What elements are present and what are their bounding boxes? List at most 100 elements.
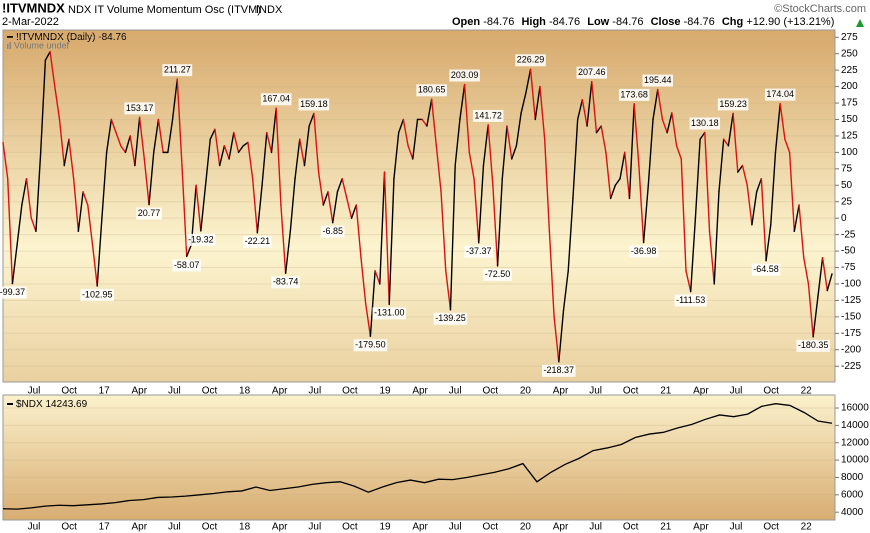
line-segment (110, 118, 117, 134)
value-label-text: -58.07 (174, 260, 200, 270)
value-label-text: -180.35 (798, 340, 829, 350)
y-tick-label: 16000 (841, 403, 869, 414)
line-segment (397, 118, 405, 134)
line-segment (492, 184, 499, 267)
value-label-box (542, 364, 576, 377)
value-label-box (629, 245, 658, 258)
y-tick-label: 25 (841, 196, 853, 207)
x-tick-label: Apr (272, 522, 288, 533)
x-tick-label: Apr (132, 386, 148, 397)
x-tick-label: Jul (730, 522, 743, 533)
x-tick-label: 21 (660, 386, 672, 397)
line-segment (54, 85, 61, 121)
value-label-text: -64.58 (753, 264, 779, 274)
line-segment (218, 145, 226, 167)
line-segment (355, 204, 362, 259)
line-segment (237, 145, 244, 154)
line-segment (685, 270, 692, 293)
line-segment (454, 118, 461, 167)
x-tick-label: Apr (412, 522, 428, 533)
value-label-box (136, 207, 162, 220)
x-tick-label: 17 (99, 386, 111, 397)
value-label-box (298, 98, 330, 111)
value-label: 159.23 (717, 98, 749, 111)
line-segment (49, 51, 56, 88)
volume-note: Volume undef (14, 40, 70, 50)
line-segment (153, 118, 160, 154)
value-label-text: 195.44 (644, 75, 672, 85)
legend-name: $NDX (16, 399, 43, 410)
value-label: -72.50 (483, 268, 512, 281)
line-segment (148, 151, 155, 206)
line-segment (185, 243, 193, 258)
line-segment (657, 88, 664, 121)
y-tick-label: 8000 (841, 472, 864, 483)
value-label-text: -111.53 (676, 295, 705, 305)
value-label-box (764, 88, 796, 101)
line-segment (204, 138, 211, 186)
line-segment (16, 204, 23, 246)
line-segment (765, 224, 772, 262)
y-tick-label: -100 (841, 279, 861, 290)
line-segment (242, 141, 249, 147)
value-label-box (483, 268, 512, 281)
line-segment (402, 118, 409, 147)
value-label-box (0, 286, 27, 299)
upper-panel (2, 29, 836, 383)
value-label-text: -83.74 (273, 277, 299, 287)
low-label: Low (587, 16, 609, 28)
value-label-box (186, 233, 216, 246)
line-segment (270, 107, 277, 154)
line-segment (379, 171, 386, 285)
line-segment (261, 131, 268, 186)
line-segment (803, 256, 810, 285)
line-segment (364, 303, 372, 337)
line-segment (727, 112, 734, 147)
line-segment (87, 204, 94, 246)
value-label-box (576, 66, 608, 79)
value-label: -58.07 (172, 259, 201, 272)
line-segment (501, 125, 508, 180)
line-segment (722, 138, 730, 147)
x-tick-label: Oct (763, 386, 779, 397)
line-segment (228, 131, 235, 160)
value-label: -83.74 (271, 276, 300, 289)
line-segment (572, 118, 579, 200)
line-segment (63, 138, 70, 167)
line-segment (774, 102, 781, 154)
x-tick-label: Oct (202, 522, 218, 533)
value-label-box (642, 74, 673, 87)
line-segment (374, 270, 381, 285)
x-tick-label: Apr (553, 386, 569, 397)
line-segment (449, 164, 456, 311)
value-label: 141.72 (472, 109, 504, 122)
value-label: 173.68 (618, 88, 650, 101)
line-segment (91, 243, 98, 287)
y-tick-label: 150 (841, 114, 858, 125)
value-label-box (674, 294, 707, 307)
line-segment (209, 128, 216, 140)
value-label: -19.32 (186, 233, 216, 246)
line-segment (251, 177, 259, 234)
value-label-text: 174.04 (766, 89, 794, 99)
line-segment (807, 283, 814, 338)
value-label-box (271, 276, 300, 289)
line-segment (317, 171, 324, 206)
line-segment (529, 68, 536, 121)
credit: ©StockCharts.com (774, 3, 866, 15)
value-label-text: -131.00 (374, 308, 405, 318)
line-segment (642, 184, 650, 244)
line-segment (30, 217, 37, 233)
line-segment (779, 102, 786, 140)
value-label-box (689, 117, 721, 130)
line-segment (487, 124, 494, 186)
line-segment (35, 151, 42, 233)
line-segment (562, 270, 569, 311)
x-tick-label: 19 (379, 522, 391, 533)
line-segment (445, 270, 452, 311)
value-label-box (464, 245, 493, 258)
line-segment (798, 204, 805, 259)
y-tick-label: -175 (841, 328, 861, 339)
open-value: -84.76 (483, 16, 514, 28)
line-segment (129, 135, 136, 167)
